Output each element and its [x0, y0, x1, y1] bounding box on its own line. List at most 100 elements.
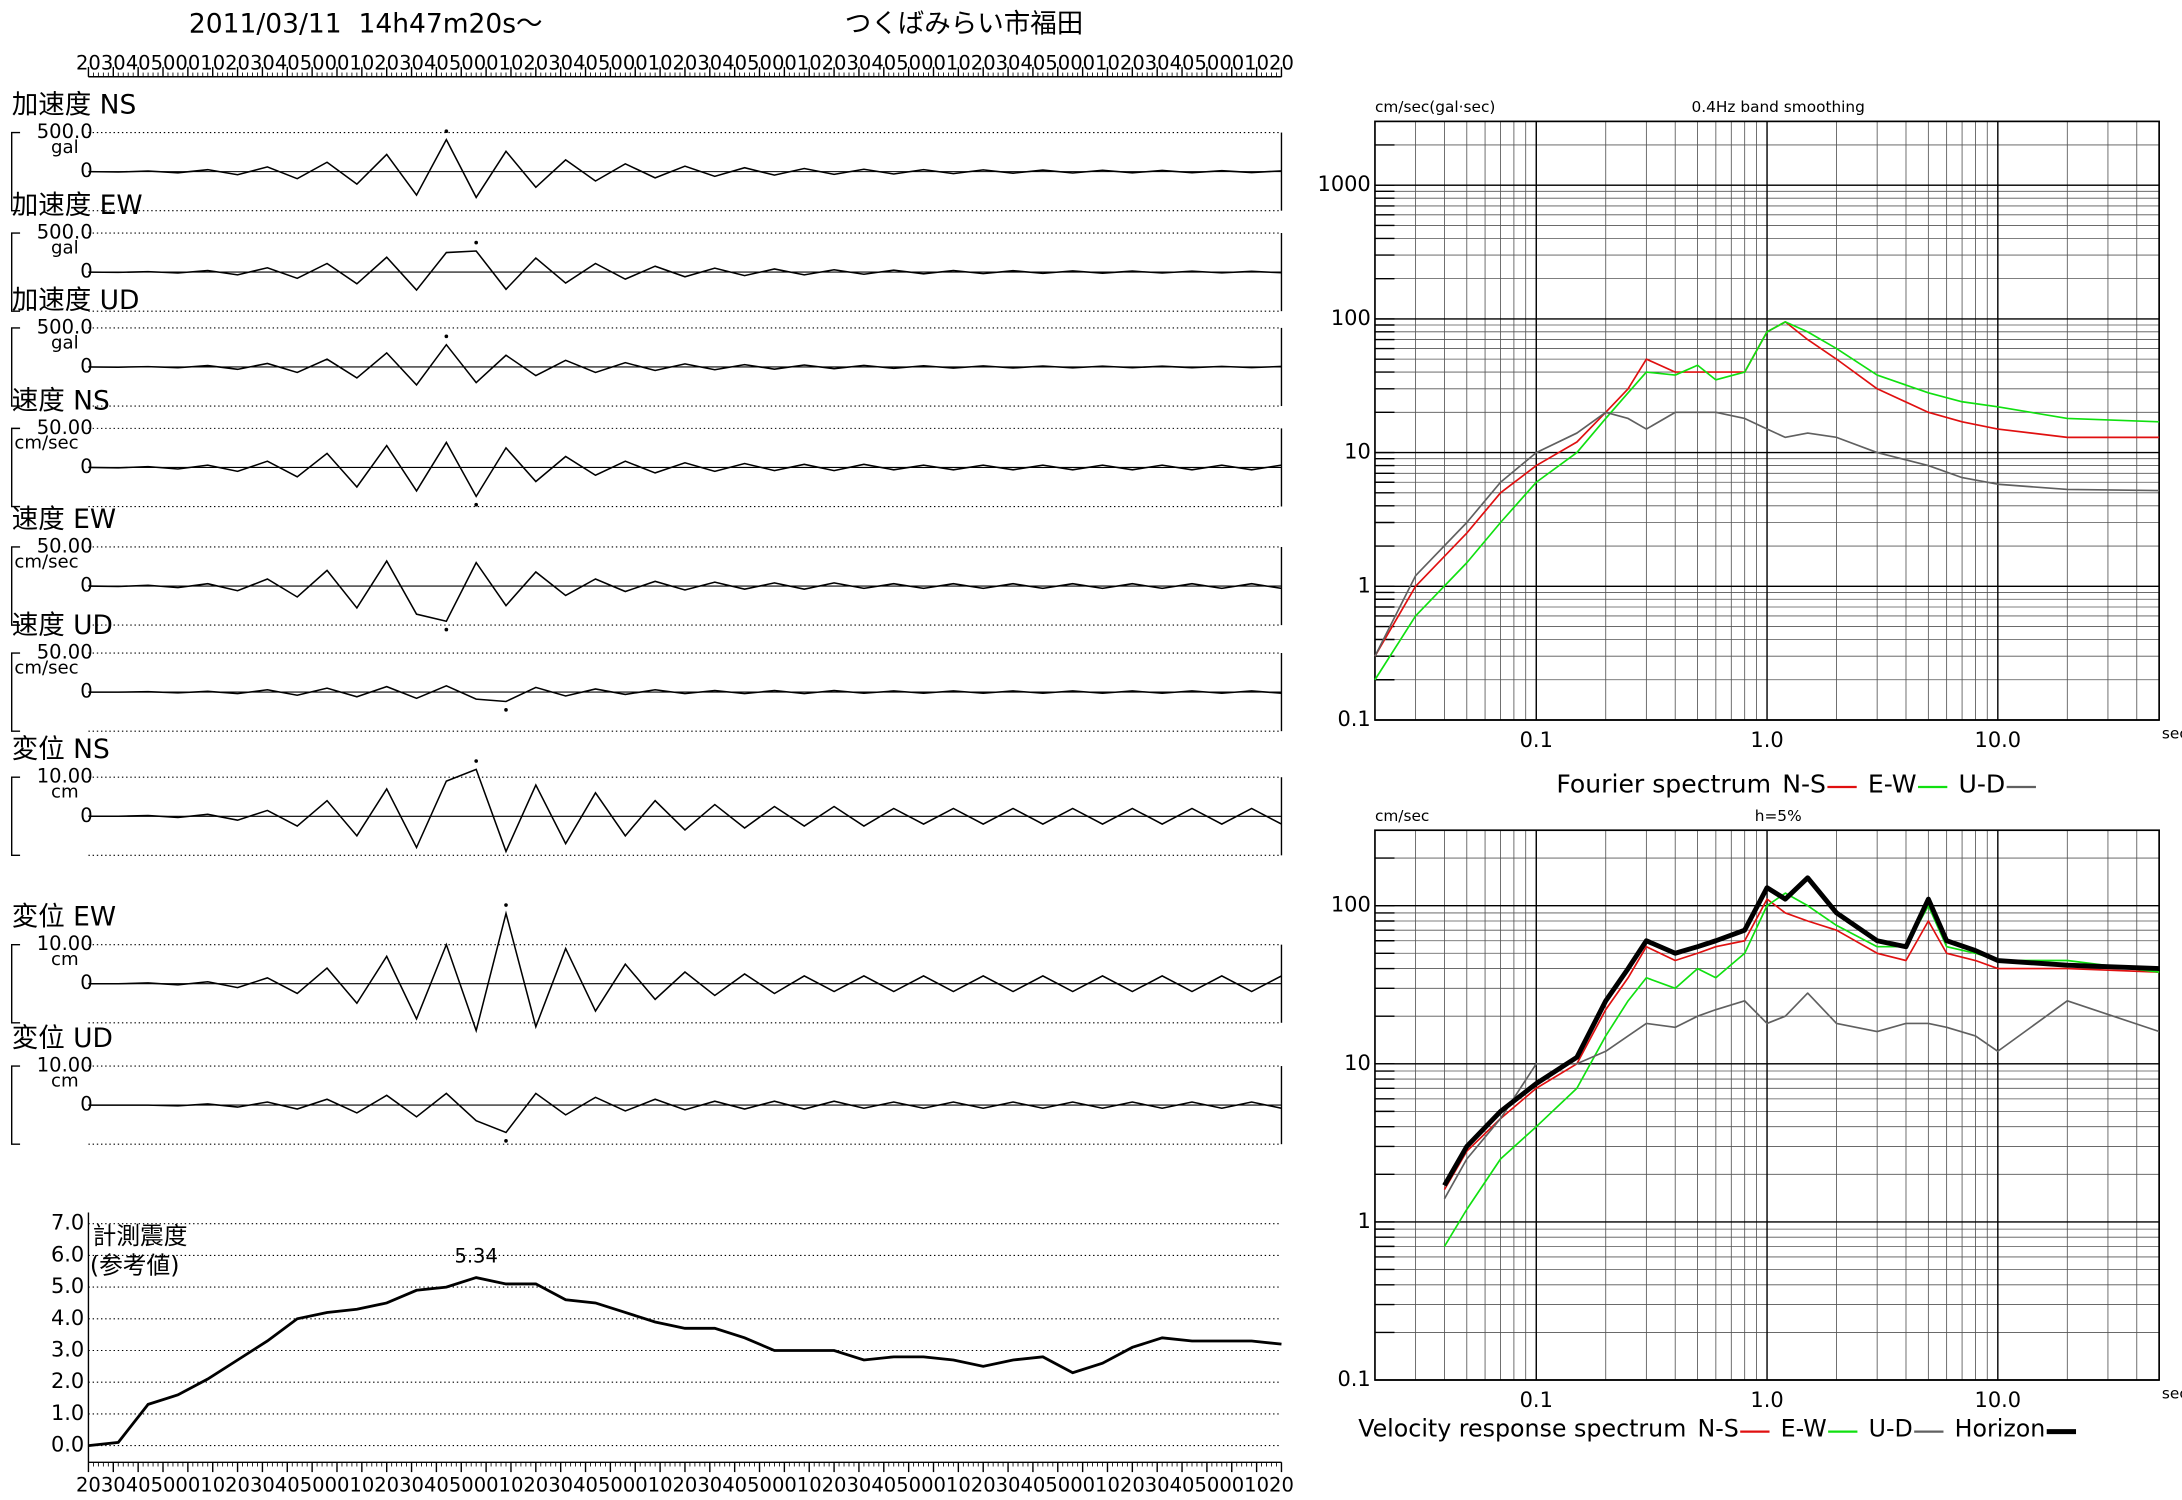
y-tick-label: 0	[80, 680, 92, 703]
x-axis-label: sec	[2162, 724, 2182, 742]
waveform	[88, 910, 1282, 1034]
panel-bracket	[10, 1065, 21, 1145]
y-tick-label: 6.0	[51, 1242, 84, 1266]
legend-label: U-D	[1869, 1415, 1913, 1443]
panel-bracket	[10, 131, 21, 212]
spectrum-line	[1374, 321, 2160, 681]
x-tick-label: 40	[1020, 1474, 1045, 1497]
y-tick-label: 0	[80, 354, 92, 377]
x-tick-label: 1.0	[1750, 728, 1783, 752]
peak-dot	[474, 502, 478, 507]
x-tick-label: 20	[1120, 52, 1145, 75]
panel-label: 加速度 EW	[12, 190, 143, 221]
x-tick-label: 10	[797, 52, 822, 75]
unit-label: gal	[51, 237, 79, 258]
x-tick-label: 50	[449, 52, 474, 75]
y-axis-label: cm/sec(gal·sec)	[1375, 98, 1495, 116]
waveform	[88, 343, 1282, 387]
y-tick-label: 0	[80, 1093, 92, 1116]
panel-bracket	[10, 546, 21, 626]
x-tick-label: 10	[200, 52, 225, 75]
y-tick-label: 50.00	[37, 534, 93, 557]
station-name: つくばみらい市福田	[845, 9, 1084, 40]
chart-subtitle: (参考値)	[90, 1251, 180, 1279]
waveform	[88, 250, 1282, 292]
x-tick-label: 30	[548, 1474, 573, 1497]
chart-title: 2011/03/11 14h47m20s～	[189, 9, 543, 40]
peak-dot	[444, 129, 449, 134]
x-tick-label: 40	[573, 52, 598, 75]
x-tick-label: 10	[349, 1474, 374, 1497]
x-tick-label: 30	[399, 52, 424, 75]
peak-dot	[504, 708, 508, 712]
x-tick-label: 10	[946, 52, 971, 75]
y-tick-label: 50.00	[37, 641, 93, 664]
y-tick-label: 0	[80, 455, 92, 478]
x-tick-label: 30	[250, 52, 275, 75]
y-tick-label: 3.0	[51, 1337, 84, 1361]
x-tick-label: 40	[722, 1474, 747, 1497]
unit-label: gal	[51, 332, 79, 353]
x-tick-label: 20	[1269, 52, 1294, 75]
x-axis-label: sec	[2162, 1384, 2182, 1402]
x-tick-label: 10	[648, 52, 673, 75]
x-tick-label: 10	[946, 1474, 971, 1497]
x-tick-label: 20	[822, 1474, 847, 1497]
waveform	[88, 440, 1282, 498]
x-tick-label: 10	[1095, 1474, 1120, 1497]
panel-bracket	[10, 652, 21, 732]
chart-subtitle: 0.4Hz band smoothing	[1692, 98, 1865, 116]
unit-label: cm	[51, 782, 79, 803]
y-tick-label: 1.0	[51, 1401, 84, 1425]
x-tick-label: 20	[225, 1474, 250, 1497]
x-tick-label: 20	[1120, 1474, 1145, 1497]
spectrum-line	[1374, 321, 2160, 657]
x-tick-label: 50	[449, 1474, 474, 1497]
x-tick-label: 1.0	[1750, 1388, 1783, 1412]
x-tick-label: 50	[1194, 52, 1219, 75]
x-tick-label: 40	[126, 52, 151, 75]
x-tick-label: 00	[175, 52, 200, 75]
x-tick-label: 00	[1219, 1474, 1244, 1497]
peak-dot	[504, 1139, 508, 1143]
x-tick-label: 10.0	[1975, 728, 2022, 752]
y-tick-label: 10	[1344, 440, 1371, 464]
legend-label: E-W	[1868, 770, 1917, 799]
x-tick-label: 00	[921, 1474, 946, 1497]
y-tick-label: 4.0	[51, 1306, 84, 1330]
chart-title: 計測震度	[93, 1222, 188, 1250]
x-tick-label: 20	[374, 1474, 399, 1497]
x-tick-label: 40	[275, 52, 300, 75]
x-tick-label: 50	[598, 1474, 623, 1497]
x-tick-label: 50	[1045, 52, 1070, 75]
x-tick-label: 40	[424, 1474, 449, 1497]
x-tick-label: 50	[151, 1474, 176, 1497]
panel-label: 変位 UD	[12, 1023, 113, 1054]
panel-label: 加速度 NS	[12, 90, 137, 121]
x-tick-label: 40	[1170, 1474, 1195, 1497]
x-tick-label: 50	[1194, 1474, 1219, 1497]
x-tick-label: 00	[921, 52, 946, 75]
y-tick-label: 0	[80, 260, 92, 283]
panel-bracket	[10, 327, 21, 407]
panel-label: 速度 UD	[12, 610, 113, 641]
chart-title: Velocity response spectrum	[1358, 1415, 1686, 1443]
x-tick-label: 50	[300, 52, 325, 75]
y-tick-label: 2.0	[51, 1369, 84, 1393]
x-tick-label: 10	[200, 1474, 225, 1497]
x-tick-label: 50	[747, 52, 772, 75]
x-tick-label: 00	[772, 52, 797, 75]
waveform	[88, 768, 1282, 854]
x-tick-label: 00	[1070, 52, 1095, 75]
x-tick-label: 0.1	[1520, 1388, 1553, 1412]
spectrum-line	[1443, 892, 2160, 1247]
x-tick-label: 30	[548, 52, 573, 75]
peak-label: 5.34	[454, 1244, 497, 1267]
x-tick-label: 30	[996, 52, 1021, 75]
spectrum-line	[1374, 411, 2160, 657]
unit-label: gal	[51, 137, 79, 158]
y-axis-label: cm/sec	[1375, 807, 1429, 825]
x-tick-label: 50	[896, 1474, 921, 1497]
y-tick-label: 10	[1344, 1051, 1371, 1075]
x-tick-label: 40	[275, 1474, 300, 1497]
